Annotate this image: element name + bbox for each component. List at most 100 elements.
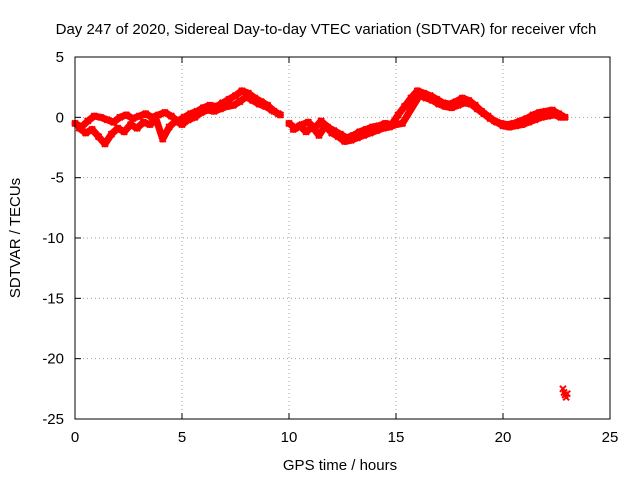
data-point-cross [238,87,246,95]
data-point-cross [203,106,212,114]
data-point-cross [460,99,469,107]
data-point-cross [505,123,514,131]
y-tick-label: -15 [42,290,64,307]
data-point-cross [141,110,150,118]
data-point-cross [135,112,143,120]
data-point-cross [544,112,552,120]
data-point-cross [480,110,488,118]
data-point-cross [428,96,437,105]
y-tick-label: -25 [42,411,64,428]
data-point-cross [435,100,443,108]
data-point-cross [191,113,199,122]
data-point-cross [454,101,462,109]
x-tick-label: 20 [495,429,512,446]
data-point-cross [161,108,169,117]
x-tick-label: 0 [71,429,79,446]
data-point-cross [373,126,381,135]
data-point-cross [90,112,98,120]
data-point-cross [126,120,135,129]
data-point-cross [550,111,559,119]
x-tick-label: 5 [178,429,186,446]
data-point-cross [248,96,257,105]
data-point-cross [308,123,317,131]
data-point-cross [218,99,227,107]
data-point-cross [84,117,92,125]
data-point-cross [152,116,161,124]
data-point-cross [148,113,156,122]
data-point-cross [165,123,173,131]
data-point-cross [285,119,293,128]
data-point-cross [159,135,167,143]
data-point-cross [548,106,556,114]
data-point-cross [261,102,270,111]
data-point-cross [229,101,238,109]
data-point-cross [512,122,520,130]
data-point-cross [101,140,109,148]
data-point-cross [422,94,430,102]
data-point-cross [413,87,422,95]
data-point-cross [180,113,188,122]
data-point-cross [197,108,205,117]
data-point-cross [75,124,83,132]
data-point-cross [317,117,325,125]
data-point-cross [392,120,400,129]
data-point-cross [268,106,276,114]
data-point-cross [347,136,355,144]
data-point-cross [109,118,118,126]
data-point-cross [184,116,193,124]
data-point-cross [400,102,409,111]
y-axis-label: SDTVAR / TECUs [7,178,24,298]
data-point-cross [385,123,394,131]
data-point-cross [139,118,148,126]
data-point-cross [535,108,544,117]
data-point-cross [116,113,124,122]
data-point-cross [236,97,244,106]
data-point-cross [225,95,233,103]
data-point-cross [216,105,225,113]
x-tick-label: 10 [281,429,298,446]
data-point-cross [94,132,103,141]
data-point-cross [563,389,571,398]
x-tick-label: 15 [388,429,405,446]
x-tick-label: 25 [602,429,619,446]
y-tick-label: 0 [56,109,64,126]
data-point-cross [441,102,449,111]
data-point-cross [492,118,501,126]
data-point-cross [524,118,533,126]
data-point-cross [122,111,131,119]
data-point-cross [531,116,539,124]
data-point-cross [557,113,565,122]
axis-ticks: 0 5 10 15 20 25 -25 -20 -15 -10 -5 0 5 [42,49,618,446]
data-point-cross [289,125,297,134]
data-point-cross [295,122,304,130]
data-point-cross [146,120,154,129]
data-point-cross [81,129,90,137]
x-axis-label: GPS time / hours [283,457,397,474]
data-point-cross [334,132,342,141]
data-point-cross [379,124,387,132]
data-point-cross [340,137,349,146]
data-point-cross [274,110,283,118]
y-tick-label: -10 [42,230,64,247]
data-point-cross [542,107,550,116]
data-point-cross [415,91,424,100]
y-tick-label: -5 [51,170,64,187]
data-point-cross [529,111,537,119]
data-point-cross [398,119,407,128]
data-point-cross [360,131,368,140]
data-point-cross [486,114,494,123]
data-point-cross [362,125,370,134]
y-tick-label: -20 [42,351,64,368]
data-point-cross [133,124,141,132]
data-point-cross [321,122,330,130]
chart-title: Day 247 of 2020, Sidereal Day-to-day VTE… [56,21,597,38]
data-point-cross [458,94,467,102]
data-point-cross [302,128,310,136]
data-point-cross [473,105,482,113]
data-point-cross [315,131,323,140]
data-point-cross [186,110,195,118]
data-point-cross [103,116,111,124]
data-point-cross [537,113,546,122]
data-point-cross [114,124,122,132]
data-point-cross [328,129,336,137]
